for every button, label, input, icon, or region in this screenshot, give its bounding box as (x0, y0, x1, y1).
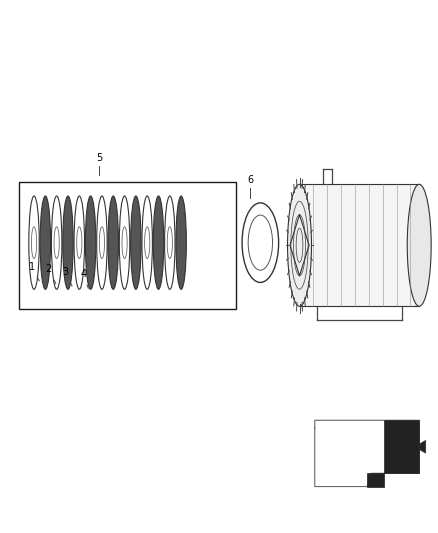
Ellipse shape (145, 227, 150, 259)
Text: 1: 1 (29, 262, 39, 281)
Ellipse shape (167, 227, 173, 259)
Text: 4: 4 (80, 270, 88, 288)
Bar (300, 184, 419, 306)
Text: 6: 6 (247, 175, 254, 185)
Ellipse shape (119, 196, 130, 289)
Ellipse shape (74, 196, 85, 289)
Ellipse shape (40, 196, 50, 289)
Ellipse shape (54, 227, 59, 259)
Ellipse shape (77, 227, 82, 259)
Ellipse shape (165, 196, 175, 289)
Ellipse shape (29, 196, 39, 289)
Ellipse shape (63, 196, 73, 289)
Ellipse shape (108, 196, 118, 289)
Ellipse shape (131, 196, 141, 289)
Ellipse shape (407, 184, 431, 306)
Bar (19, 182, 237, 309)
Text: 3: 3 (63, 267, 72, 286)
Ellipse shape (99, 227, 105, 259)
Ellipse shape (85, 196, 96, 289)
Ellipse shape (153, 196, 164, 289)
Ellipse shape (242, 203, 279, 282)
Polygon shape (384, 420, 419, 473)
Ellipse shape (176, 196, 186, 289)
Ellipse shape (142, 196, 152, 289)
Ellipse shape (122, 227, 127, 259)
Polygon shape (367, 473, 384, 487)
Text: 2: 2 (45, 264, 56, 284)
Ellipse shape (248, 215, 272, 270)
Text: 5: 5 (96, 153, 102, 163)
Ellipse shape (32, 227, 37, 259)
Polygon shape (419, 440, 426, 453)
Ellipse shape (51, 196, 62, 289)
Ellipse shape (288, 184, 311, 306)
Ellipse shape (97, 196, 107, 289)
